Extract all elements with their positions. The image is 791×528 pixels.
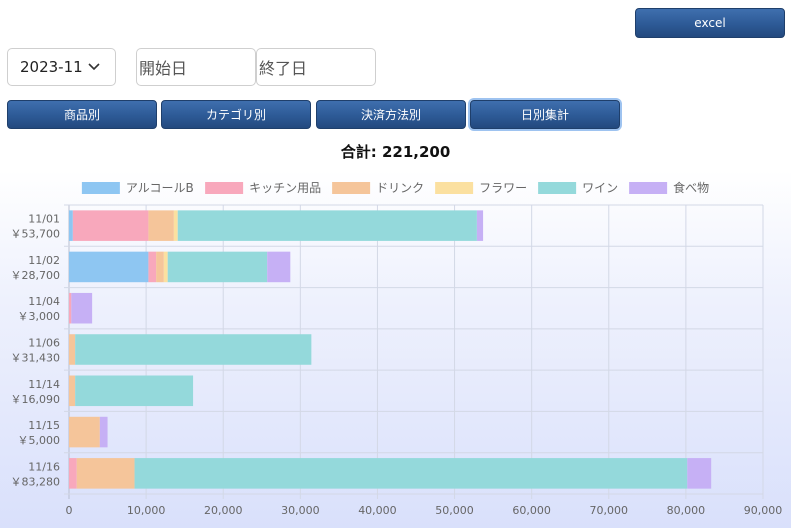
bar-segment xyxy=(69,458,77,489)
bar-segment xyxy=(267,251,291,283)
tab-by-product[interactable]: 商品別 xyxy=(7,100,157,129)
y-tick-total: ￥16,090 xyxy=(11,393,61,406)
total-sum: 合計: 221,200 xyxy=(340,143,451,161)
legend-label: フラワー xyxy=(479,181,527,195)
bar-segment xyxy=(156,251,164,283)
bar-segment xyxy=(167,251,268,283)
legend-label: キッチン用品 xyxy=(249,181,321,195)
x-tick-label: 0 xyxy=(66,504,73,517)
bar-segment xyxy=(134,458,688,489)
x-tick-label: 20,000 xyxy=(204,504,243,517)
bar-segment xyxy=(69,416,100,448)
month-select-value: 2023-11 xyxy=(20,58,83,76)
y-tick-label: 11/06 xyxy=(28,337,60,350)
chevron-down-icon xyxy=(88,63,100,71)
y-tick-total: ￥53,700 xyxy=(11,228,61,241)
y-tick-label: 11/14 xyxy=(28,378,60,391)
y-tick-label: 11/15 xyxy=(28,419,60,432)
bar-segment xyxy=(75,375,194,407)
bar-segment xyxy=(148,251,157,283)
x-tick-label: 90,000 xyxy=(744,504,783,517)
bar-segment xyxy=(163,251,168,283)
legend-swatch xyxy=(81,182,120,194)
x-tick-label: 30,000 xyxy=(281,504,320,517)
end-date-input[interactable]: 終了日 xyxy=(256,48,376,86)
y-tick-total: ￥3,000 xyxy=(18,310,61,323)
y-tick-label: 11/01 xyxy=(28,213,60,226)
legend-swatch xyxy=(538,182,577,194)
tab-by-payment-method[interactable]: 決済方法別 xyxy=(316,100,466,129)
excel-export-button[interactable]: excel xyxy=(635,8,785,38)
y-tick-total: ￥28,700 xyxy=(11,269,61,282)
bar-segment xyxy=(69,334,76,365)
bar-segment xyxy=(99,416,108,448)
x-tick-label: 10,000 xyxy=(127,504,166,517)
y-tick-total: ￥31,430 xyxy=(11,352,61,365)
x-tick-label: 80,000 xyxy=(667,504,706,517)
bar-segment xyxy=(687,458,712,489)
bar-segment xyxy=(72,210,149,241)
bar-segment xyxy=(69,292,72,324)
bar-segment xyxy=(476,210,484,241)
legend-label: 食べ物 xyxy=(673,180,709,195)
bar-segment xyxy=(173,210,178,241)
bar-segment xyxy=(177,210,477,241)
legend-label: ワイン xyxy=(582,181,618,195)
x-tick-label: 40,000 xyxy=(358,504,397,517)
bar-segment xyxy=(69,251,149,283)
y-tick-label: 11/02 xyxy=(28,254,60,267)
tab-daily-summary[interactable]: 日別集計 xyxy=(470,100,620,129)
y-tick-total: ￥83,280 xyxy=(11,475,61,488)
legend-swatch xyxy=(435,182,474,194)
legend-label: ドリンク xyxy=(376,181,424,195)
y-tick-label: 11/16 xyxy=(28,460,60,473)
bar-segment xyxy=(75,334,312,365)
x-tick-label: 60,000 xyxy=(512,504,551,517)
legend-swatch xyxy=(205,182,244,194)
bar-segment xyxy=(69,210,73,241)
y-tick-total: ￥5,000 xyxy=(18,434,61,447)
bar-segment xyxy=(76,458,135,489)
legend-swatch xyxy=(332,182,371,194)
end-date-placeholder: 終了日 xyxy=(259,59,308,78)
bar-segment xyxy=(69,375,76,407)
legend-label: アルコールB xyxy=(126,181,194,195)
bar-segment xyxy=(71,292,93,324)
bar-segment xyxy=(148,210,174,241)
x-tick-label: 70,000 xyxy=(590,504,629,517)
start-date-input[interactable]: 開始日 xyxy=(136,48,256,86)
tab-by-category[interactable]: カテゴリ別 xyxy=(161,100,311,129)
x-tick-label: 50,000 xyxy=(435,504,474,517)
y-tick-label: 11/04 xyxy=(28,295,60,308)
month-select[interactable]: 2023-11 xyxy=(7,48,116,86)
start-date-placeholder: 開始日 xyxy=(139,59,188,78)
legend-swatch xyxy=(629,182,668,194)
